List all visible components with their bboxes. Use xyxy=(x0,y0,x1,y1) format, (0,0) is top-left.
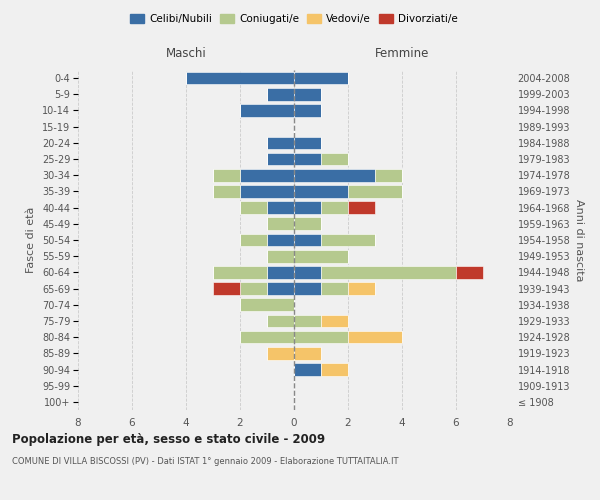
Bar xyxy=(321,234,375,246)
Bar xyxy=(240,104,294,117)
Bar xyxy=(294,234,321,246)
Bar xyxy=(294,218,321,230)
Bar xyxy=(267,234,294,246)
Text: Maschi: Maschi xyxy=(166,47,206,60)
Bar xyxy=(267,266,294,278)
Bar xyxy=(240,234,267,246)
Bar xyxy=(267,282,294,295)
Bar xyxy=(294,136,321,149)
Bar xyxy=(213,169,240,181)
Bar xyxy=(240,298,294,311)
Bar xyxy=(267,202,294,214)
Bar xyxy=(294,331,348,344)
Bar xyxy=(348,331,402,344)
Bar xyxy=(294,347,321,360)
Bar xyxy=(321,282,348,295)
Bar xyxy=(294,250,348,262)
Bar xyxy=(294,363,321,376)
Bar xyxy=(294,202,321,214)
Bar xyxy=(348,202,375,214)
Text: Femmine: Femmine xyxy=(375,47,429,60)
Bar xyxy=(348,185,402,198)
Bar xyxy=(294,88,321,101)
Bar xyxy=(213,266,267,278)
Bar xyxy=(321,266,456,278)
Bar xyxy=(240,282,267,295)
Y-axis label: Anni di nascita: Anni di nascita xyxy=(574,198,584,281)
Y-axis label: Fasce di età: Fasce di età xyxy=(26,207,37,273)
Bar xyxy=(267,218,294,230)
Bar xyxy=(240,185,294,198)
Bar xyxy=(294,72,348,85)
Bar xyxy=(240,202,267,214)
Bar xyxy=(321,202,348,214)
Bar xyxy=(321,152,348,166)
Bar xyxy=(294,185,348,198)
Bar xyxy=(267,88,294,101)
Bar xyxy=(348,282,375,295)
Bar xyxy=(321,314,348,328)
Bar xyxy=(240,169,294,181)
Bar xyxy=(294,104,321,117)
Bar xyxy=(321,363,348,376)
Bar xyxy=(294,282,321,295)
Bar xyxy=(294,169,375,181)
Bar xyxy=(213,282,240,295)
Bar xyxy=(267,250,294,262)
Bar xyxy=(456,266,483,278)
Bar xyxy=(375,169,402,181)
Bar xyxy=(267,152,294,166)
Bar xyxy=(240,331,294,344)
Bar xyxy=(294,314,321,328)
Text: Popolazione per età, sesso e stato civile - 2009: Popolazione per età, sesso e stato civil… xyxy=(12,432,325,446)
Bar xyxy=(267,347,294,360)
Bar xyxy=(213,185,240,198)
Bar xyxy=(186,72,294,85)
Bar xyxy=(294,152,321,166)
Bar xyxy=(294,266,321,278)
Text: COMUNE DI VILLA BISCOSSI (PV) - Dati ISTAT 1° gennaio 2009 - Elaborazione TUTTAI: COMUNE DI VILLA BISCOSSI (PV) - Dati IST… xyxy=(12,458,398,466)
Bar xyxy=(267,136,294,149)
Bar xyxy=(267,314,294,328)
Legend: Celibi/Nubili, Coniugati/e, Vedovi/e, Divorziati/e: Celibi/Nubili, Coniugati/e, Vedovi/e, Di… xyxy=(126,10,462,29)
